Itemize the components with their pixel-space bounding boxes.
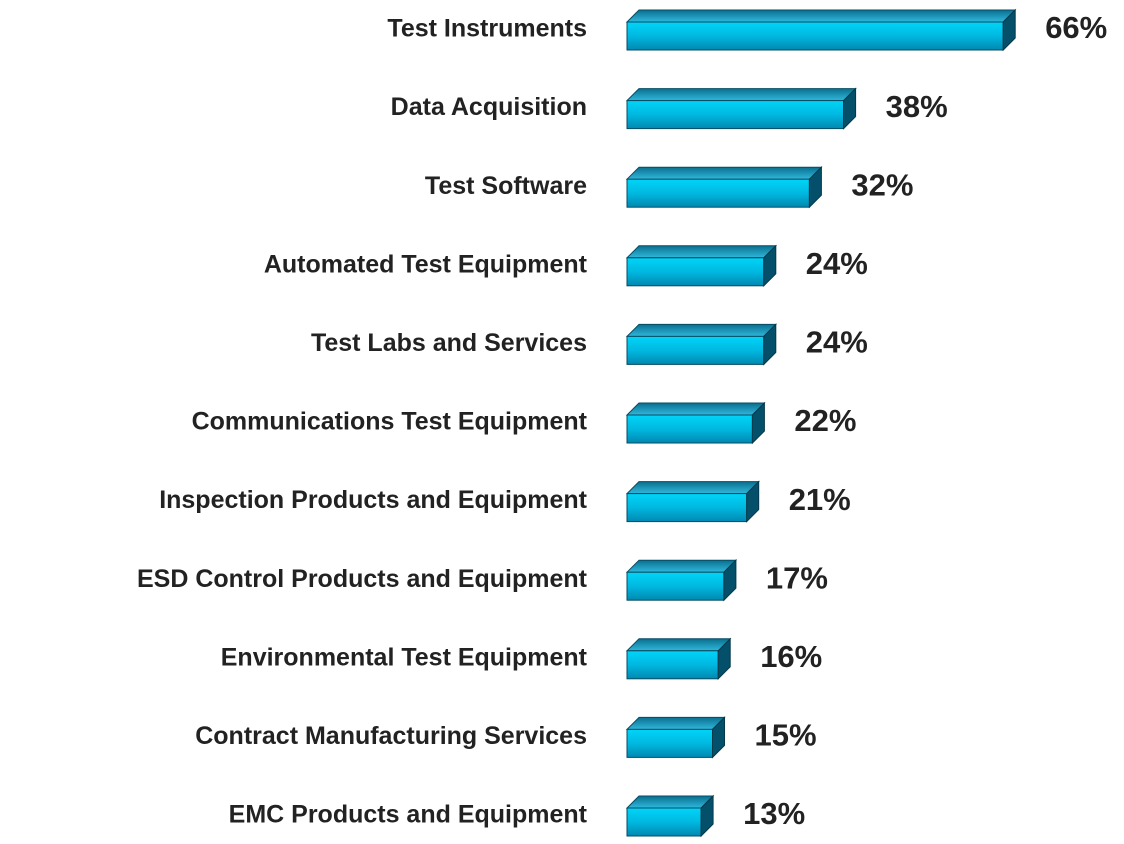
value-label: 16% (760, 639, 822, 674)
category-label: Test Software (425, 172, 587, 200)
bar (626, 807, 702, 837)
bar-top (625, 716, 726, 730)
bar (626, 178, 810, 208)
value-label: 22% (794, 403, 856, 438)
bar-top (625, 323, 778, 337)
value-label: 66% (1045, 10, 1107, 45)
bar-side (700, 794, 714, 838)
category-label: Automated Test Equipment (264, 250, 588, 278)
bar-side (763, 244, 777, 288)
bar-side (808, 165, 822, 209)
value-label: 24% (806, 325, 868, 360)
bar-side (751, 401, 765, 445)
bar-top (625, 559, 738, 573)
bar (626, 100, 845, 130)
category-label: Contract Manufacturing Services (195, 722, 587, 750)
category-label: ESD Control Products and Equipment (137, 565, 588, 593)
category-label: Environmental Test Equipment (221, 643, 588, 671)
category-label: Test Instruments (387, 15, 587, 43)
value-label: 21% (789, 482, 851, 517)
category-label: EMC Products and Equipment (229, 801, 588, 829)
bar-side (746, 480, 760, 523)
value-label: 13% (743, 796, 805, 831)
bar (626, 257, 765, 287)
category-label: Communications Test Equipment (192, 408, 588, 436)
value-label: 24% (806, 246, 868, 281)
bar-side (843, 87, 857, 130)
bar (626, 728, 713, 758)
bar (626, 414, 753, 444)
bar-top (625, 9, 1017, 23)
bar-top (625, 245, 778, 259)
bar-top (625, 166, 823, 180)
bar-top (625, 795, 715, 809)
value-label: 17% (766, 560, 828, 595)
bar-side (717, 637, 731, 681)
value-label: 32% (851, 167, 913, 202)
category-label: Inspection Products and Equipment (159, 486, 587, 514)
bar-side (723, 558, 737, 602)
bar-top (625, 88, 857, 102)
bar (626, 335, 765, 365)
bar (626, 493, 748, 523)
bar-side (712, 716, 725, 759)
bar-top (625, 402, 766, 416)
bar-top (625, 638, 732, 652)
value-label: 15% (755, 718, 817, 753)
bar (626, 571, 725, 601)
bar (626, 21, 1004, 51)
category-label: Test Labs and Services (311, 329, 587, 357)
bar (626, 650, 719, 680)
bar-side (1002, 8, 1016, 52)
value-label: 38% (886, 89, 948, 124)
bar-top (625, 481, 760, 495)
bar-side (763, 323, 777, 366)
category-label: Data Acquisition (391, 93, 587, 121)
